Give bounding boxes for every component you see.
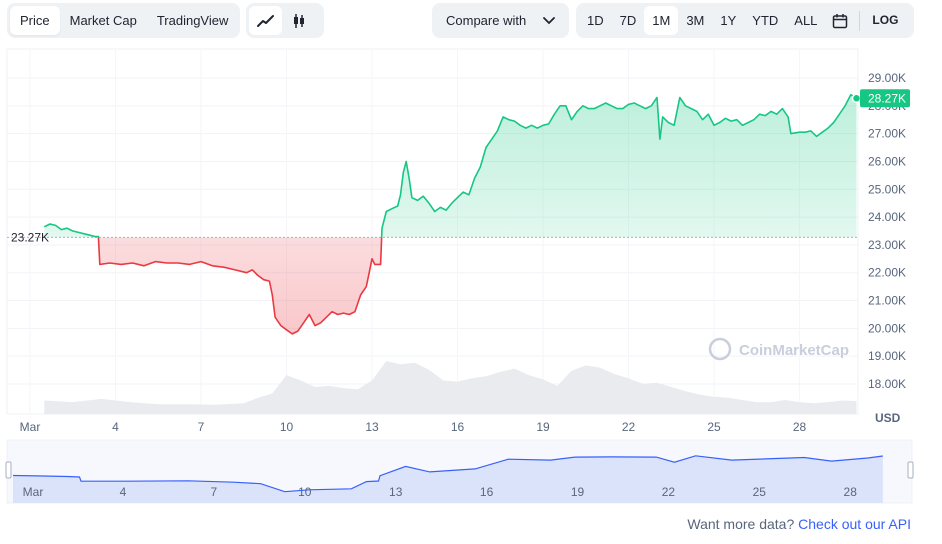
x-tick-label: 13 xyxy=(365,420,379,434)
x-tick-label: 28 xyxy=(793,420,807,434)
unit-label: USD xyxy=(875,411,901,425)
x-tick-label: 16 xyxy=(451,420,465,434)
navigator-tick-label: 19 xyxy=(571,485,585,499)
range-1y[interactable]: 1Y xyxy=(720,13,737,28)
y-tick-label: 29.00K xyxy=(868,71,906,85)
chart-type-toggle xyxy=(246,3,324,38)
navigator-right-handle xyxy=(907,461,914,479)
current-price-dot xyxy=(851,93,862,104)
range-selector: 1D 7D 1M 3M 1Y YTD ALL LOG xyxy=(576,3,914,38)
navigator-tick-label: 10 xyxy=(298,485,312,499)
current-price-label: 28.27K xyxy=(868,91,906,105)
compare-with-label: Compare with xyxy=(446,13,527,28)
coinmarketcap-logo-icon xyxy=(708,337,732,361)
y-tick-label: 27.00K xyxy=(868,127,906,141)
navigator-line xyxy=(12,455,883,493)
tab-market-cap[interactable]: Market Cap xyxy=(69,13,137,28)
current-price-tag xyxy=(860,89,910,108)
line-chart-icon[interactable] xyxy=(249,6,282,35)
x-tick-label: 4 xyxy=(112,420,119,434)
compare-with-dropdown[interactable]: Compare with xyxy=(432,3,569,38)
price-line-up xyxy=(43,93,857,238)
x-tick-label: 22 xyxy=(622,420,636,434)
x-tick-label: 7 xyxy=(198,420,205,434)
navigator-tick-label: 25 xyxy=(753,485,767,499)
divider xyxy=(859,10,861,31)
range-ytd[interactable]: YTD xyxy=(752,13,779,28)
range-3m[interactable]: 3M xyxy=(686,13,705,28)
tab-tradingview[interactable]: TradingView xyxy=(156,13,229,28)
y-tick-label: 20.00K xyxy=(868,321,906,335)
range-7d[interactable]: 7D xyxy=(619,13,637,28)
chevron-down-icon xyxy=(543,16,555,24)
x-tick-label: Mar xyxy=(20,420,41,434)
area-above-baseline xyxy=(44,94,857,238)
y-tick-label: 18.00K xyxy=(868,377,906,391)
range-all[interactable]: ALL xyxy=(794,13,818,28)
watermark xyxy=(708,337,732,361)
x-tick-label: 25 xyxy=(707,420,721,434)
baseline-label: 23.27K xyxy=(11,230,49,244)
footer-text: Want more data? xyxy=(687,516,795,532)
y-tick-label: 23.00K xyxy=(868,238,906,252)
range-1m[interactable]: 1M xyxy=(644,6,679,35)
view-tabs: Price Market Cap TradingView xyxy=(7,3,240,38)
navigator-tick-label: 22 xyxy=(662,485,676,499)
area-below-baseline xyxy=(98,237,382,334)
range-1d[interactable]: 1D xyxy=(587,13,604,28)
y-tick-label: 22.00K xyxy=(868,266,906,280)
tab-price[interactable]: Price xyxy=(10,6,60,35)
x-tick-label: 19 xyxy=(536,420,550,434)
navigator-area xyxy=(13,455,883,503)
navigator-tick-label: Mar xyxy=(23,485,44,499)
candlestick-icon[interactable] xyxy=(282,6,315,35)
x-tick-label: 10 xyxy=(280,420,294,434)
api-link[interactable]: Check out our API xyxy=(798,516,911,532)
navigator-tick-label: 4 xyxy=(120,485,127,499)
volume-series xyxy=(44,361,857,414)
footer: Want more data? Check out our API xyxy=(687,516,911,532)
y-tick-label: 24.00K xyxy=(868,210,906,224)
price-chart: 18.00K 19.00K 20.00K 21.00K 22.00K 23.00K 24.0… xyxy=(5,48,914,504)
calendar-icon[interactable] xyxy=(825,6,855,35)
y-tick-label: 25.00K xyxy=(868,182,906,196)
navigator-tick-label: 16 xyxy=(480,485,494,499)
y-tick-label: 19.00K xyxy=(868,349,906,363)
log-scale-button[interactable]: LOG xyxy=(872,13,899,27)
navigator-tick-label: 28 xyxy=(844,485,858,499)
price-line-down xyxy=(95,237,383,335)
watermark-text: CoinMarketCap xyxy=(739,342,849,359)
y-tick-label: 26.00K xyxy=(868,154,906,168)
y-tick-label: 21.00K xyxy=(868,294,906,308)
navigator-tick-label: 7 xyxy=(211,485,218,499)
navigator-tick-label: 13 xyxy=(389,485,403,499)
navigator-left-handle xyxy=(5,461,12,479)
